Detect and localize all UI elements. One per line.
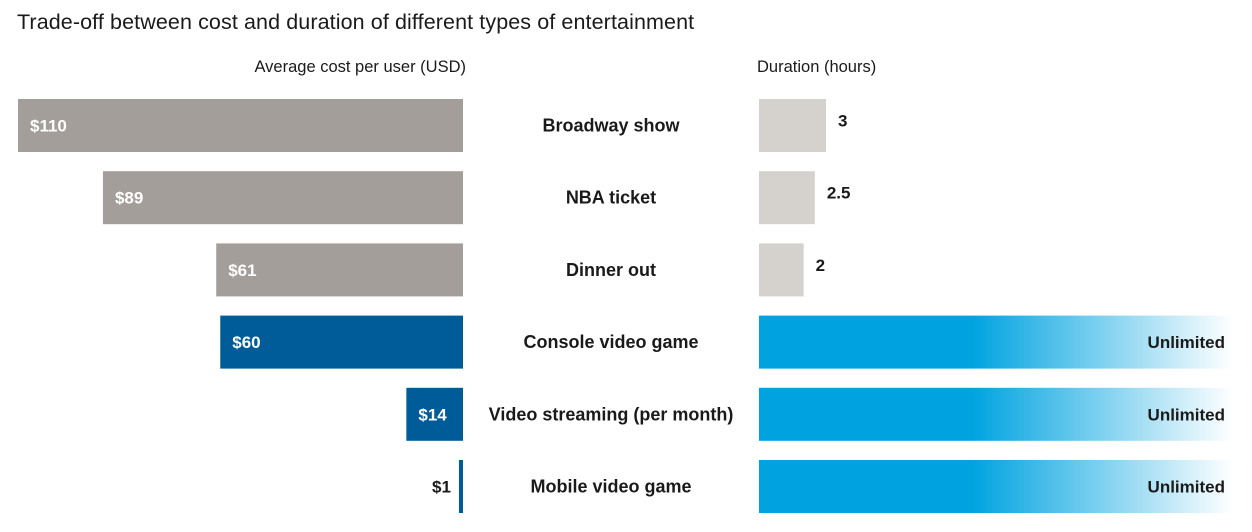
cost-label-nba-ticket: $89	[115, 189, 143, 208]
duration-bar-nba-ticket	[759, 171, 815, 225]
cost-label-mobile-video-game: $1	[432, 478, 451, 497]
duration-label-broadway-show: 3	[838, 112, 847, 131]
cost-bar-console-video-game	[220, 315, 463, 369]
duration-bar-mobile-video-game	[759, 460, 1233, 513]
duration-label-dinner-out: 2	[816, 256, 825, 275]
cost-bar-dinner-out	[216, 243, 463, 297]
cost-label-broadway-show: $110	[30, 117, 67, 136]
duration-label-mobile-video-game: Unlimited	[1148, 478, 1225, 497]
category-label-console-video-game: Console video game	[523, 332, 698, 352]
chart-title: Trade-off between cost and duration of d…	[17, 10, 695, 34]
cost-label-dinner-out: $61	[228, 261, 256, 280]
cost-column-header: Average cost per user (USD)	[254, 58, 466, 76]
duration-column-header: Duration (hours)	[757, 58, 877, 76]
cost-bar-broadway-show	[18, 99, 463, 152]
category-label-dinner-out: Dinner out	[566, 260, 656, 280]
duration-bar-dinner-out	[759, 243, 804, 297]
cost-bar-video-streaming-per-month	[406, 387, 463, 441]
duration-label-video-streaming-per-month: Unlimited	[1148, 405, 1225, 424]
duration-label-console-video-game: Unlimited	[1148, 333, 1225, 352]
duration-label-nba-ticket: 2.5	[827, 184, 851, 203]
duration-bar-video-streaming-per-month	[759, 387, 1233, 441]
category-label-nba-ticket: NBA ticket	[566, 188, 656, 208]
cost-label-video-streaming-per-month: $14	[418, 405, 447, 424]
category-label-video-streaming-per-month: Video streaming (per month)	[489, 404, 734, 424]
duration-bar-console-video-game	[759, 315, 1233, 369]
cost-bar-mobile-video-game	[458, 460, 463, 513]
cost-label-console-video-game: $60	[232, 333, 260, 352]
duration-bar-broadway-show	[759, 99, 826, 152]
category-label-broadway-show: Broadway show	[542, 116, 680, 136]
category-label-mobile-video-game: Mobile video game	[530, 477, 691, 497]
cost-bar-nba-ticket	[102, 171, 464, 225]
